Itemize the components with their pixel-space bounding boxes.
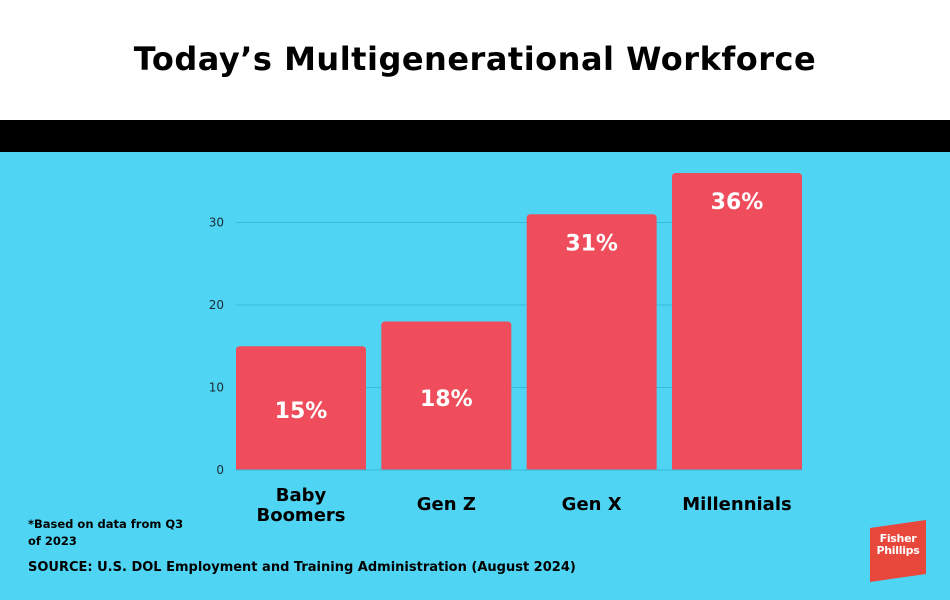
logo-line-1: Fisher <box>879 532 917 545</box>
category-label: Baby Boomers <box>256 485 345 526</box>
data-label: 36% <box>711 190 764 215</box>
bar-gen-x <box>526 214 657 470</box>
data-label: 31% <box>565 231 618 256</box>
title-area: Today’s Multigenerational Workforce <box>0 0 950 120</box>
data-label: 15% <box>275 399 328 424</box>
bar-chart: 0 10 20 30 15% Baby Boomers 18% Gen Z 31% Gen X 36%… <box>209 173 802 526</box>
data-label: 18% <box>420 387 473 412</box>
category-label: Millennials <box>682 494 791 515</box>
chart-title: Today’s Multigenerational Workforce <box>133 39 817 78</box>
y-tick-label: 30 <box>209 216 224 230</box>
category-label: Gen X <box>562 494 622 515</box>
bar-baby-boomers <box>236 346 366 470</box>
category-label: Gen Z <box>417 494 476 515</box>
source-note: SOURCE: U.S. DOL Employment and Training… <box>28 560 576 575</box>
y-tick-label: 10 <box>209 381 224 395</box>
y-tick-label: 20 <box>209 298 224 312</box>
fisher-phillips-logo: Fisher Phillips <box>866 520 930 582</box>
logo-line-2: Phillips <box>876 544 920 557</box>
bar-millennials <box>671 173 802 470</box>
y-tick-label: 0 <box>216 463 224 477</box>
footnote: *Based on data from Q3 of 2023 <box>28 517 184 548</box>
chart-panel: 0 10 20 30 15% Baby Boomers 18% Gen Z 31% Gen X 36%… <box>0 152 950 600</box>
logo-shape <box>870 520 926 582</box>
header-divider-bar <box>0 120 950 152</box>
bar-gen-z <box>381 321 512 470</box>
